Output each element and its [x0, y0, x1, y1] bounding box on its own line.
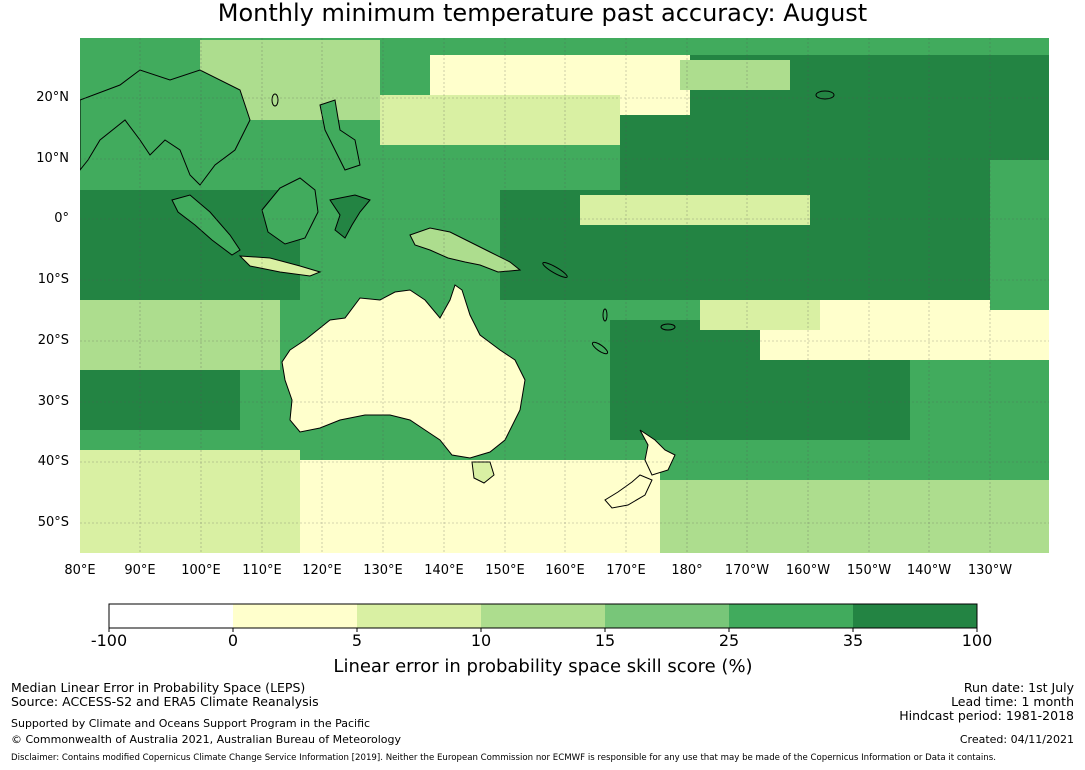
- footer-method: Median Linear Error in Probability Space…: [11, 680, 306, 695]
- fiji-islands: [660, 323, 676, 331]
- java-landmass: [238, 255, 322, 277]
- lon-label: 180°: [671, 563, 703, 578]
- footer-copyright: © Commonwealth of Australia 2021, Austra…: [11, 733, 401, 746]
- colorbar-segment-2: [357, 604, 481, 628]
- lat-label: 40°S: [37, 454, 69, 469]
- hindcast-period: Hindcast period: 1981-2018: [899, 708, 1074, 723]
- skill-band-far-east: [990, 160, 1049, 310]
- borneo-landmass: [261, 177, 319, 245]
- map-gridlines: [80, 38, 1049, 553]
- lat-label: 20°N: [36, 90, 69, 105]
- colorbar-title: Linear error in probability space skill …: [333, 656, 753, 677]
- skill-band-north-2: [380, 95, 620, 145]
- colorbar-tick-label: 0: [227, 631, 239, 650]
- colorbar-tick-label: 15: [594, 631, 616, 650]
- new-zealand-north-island: [639, 429, 676, 476]
- australia-landmass: [281, 284, 526, 459]
- lon-label: 140°W: [906, 563, 952, 578]
- solomon-islands: [542, 262, 568, 278]
- lon-label: 150°W: [846, 563, 892, 578]
- lat-label: 30°S: [37, 394, 69, 409]
- lon-label: 130°W: [967, 563, 1013, 578]
- lon-label: 90°E: [124, 563, 156, 578]
- lon-label: 130°E: [363, 563, 403, 578]
- lon-label: 120°E: [302, 563, 342, 578]
- run-date: Run date: 1st July: [963, 680, 1074, 695]
- colorbar: [108, 603, 978, 632]
- lat-label: 0°: [54, 211, 69, 226]
- colorbar-segment-4: [605, 604, 729, 628]
- skill-band-southern-ocean-2: [80, 450, 300, 553]
- se-asia-landmass: [80, 69, 251, 186]
- lat-label: 20°S: [37, 333, 69, 348]
- colorbar-segment-0: [109, 604, 233, 628]
- lon-label: 160°W: [785, 563, 831, 578]
- lat-label: 50°S: [37, 515, 69, 530]
- colorbar-segment-3: [481, 604, 605, 628]
- sulawesi-landmass: [329, 194, 371, 239]
- disclaimer: Disclaimer: Contains modified Copernicus…: [11, 753, 996, 763]
- colorbar-segment-1: [233, 604, 357, 628]
- lon-label: 160°E: [545, 563, 585, 578]
- skill-band-southern-ocean-3: [660, 480, 1049, 553]
- colorbar-tick-label: 35: [842, 631, 864, 650]
- lon-label: 170°E: [606, 563, 646, 578]
- new-zealand-south-island: [604, 474, 653, 509]
- lon-label: 150°E: [485, 563, 525, 578]
- skill-band-equator: [580, 195, 810, 225]
- lon-label: 170°W: [724, 563, 770, 578]
- lon-label: 80°E: [64, 563, 96, 578]
- skill-band-north-3: [680, 60, 790, 90]
- new-guinea-landmass: [409, 227, 522, 273]
- colorbar-tick-label: 10: [470, 631, 492, 650]
- taiwan-island: [271, 93, 279, 107]
- lead-time: Lead time: 1 month: [951, 694, 1074, 709]
- colorbar-tick-label: 5: [351, 631, 363, 650]
- footer-support: Supported by Climate and Oceans Support …: [11, 717, 371, 730]
- colorbar-tick-label: -100: [90, 631, 128, 650]
- skill-band-southern-ocean: [280, 460, 660, 553]
- map-title: Monthly minimum temperature past accurac…: [217, 0, 868, 27]
- sumatra-landmass: [171, 194, 241, 256]
- lat-label: 10°N: [36, 151, 69, 166]
- skill-band-south-pacific-2: [700, 300, 820, 330]
- hawaii-islands: [815, 90, 835, 100]
- footer-source: Source: ACCESS-S2 and ERA5 Climate Reana…: [11, 694, 319, 709]
- lon-label: 100°E: [181, 563, 221, 578]
- philippines-landmass: [319, 99, 361, 171]
- skill-zone-south-indian: [80, 370, 240, 430]
- lat-label: 10°S: [37, 272, 69, 287]
- colorbar-tick-label: 100: [961, 631, 993, 650]
- colorbar-segment-6: [853, 604, 977, 628]
- created-date: Created: 04/11/2021: [959, 733, 1074, 746]
- lon-label: 140°E: [424, 563, 464, 578]
- vanuatu-islands: [602, 308, 608, 322]
- skill-band-indian: [80, 300, 280, 370]
- new-caledonia: [591, 341, 609, 355]
- tasmania-landmass: [471, 461, 495, 484]
- lon-label: 110°E: [242, 563, 282, 578]
- colorbar-segment-5: [729, 604, 853, 628]
- colorbar-tick-label: 25: [718, 631, 740, 650]
